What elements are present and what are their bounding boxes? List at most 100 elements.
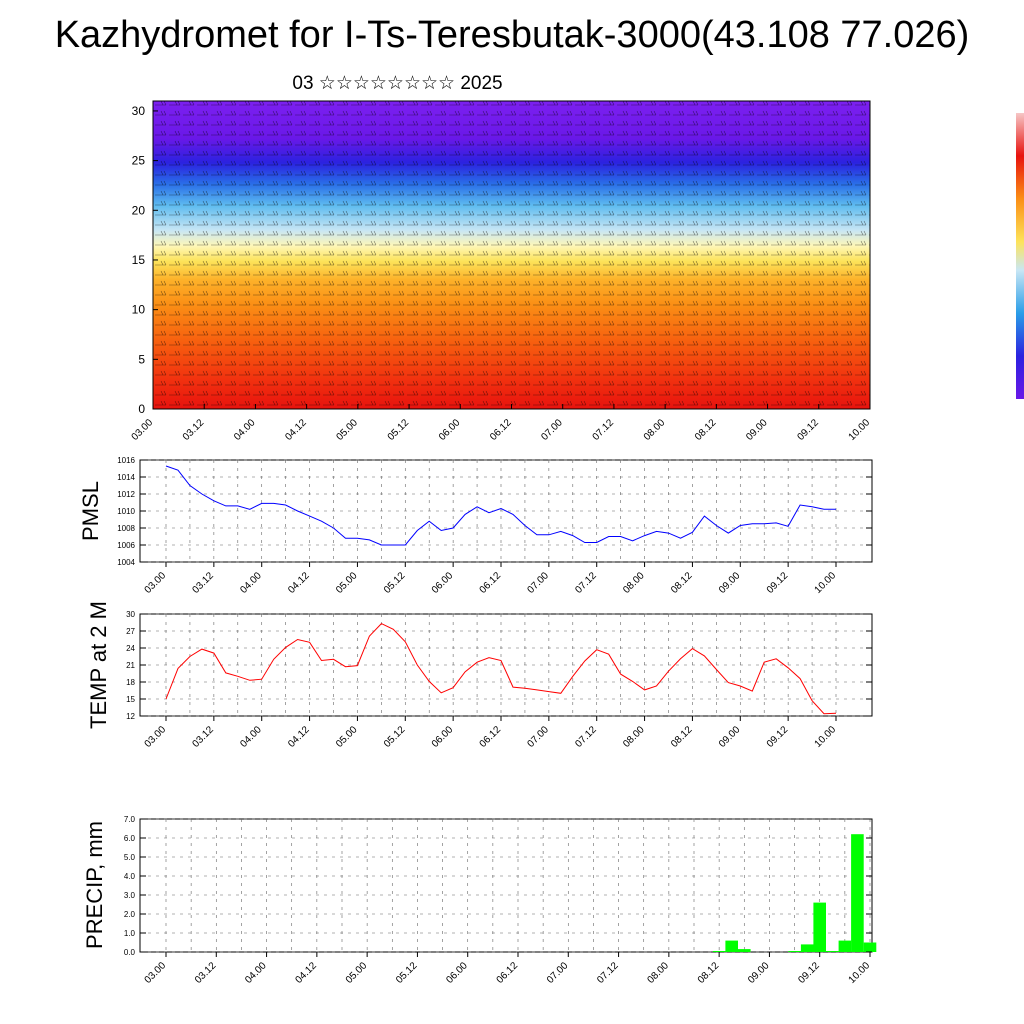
x-tick-label: 07.12 (573, 724, 599, 750)
x-tick-label: 05.00 (334, 570, 360, 596)
x-tick-label: 03.00 (143, 960, 169, 986)
x-tick-label: 04.12 (286, 724, 312, 750)
y-tick-label: 21 (126, 661, 135, 670)
y-tick-label: 30 (126, 610, 135, 619)
y-tick-label: 6.0 (124, 834, 136, 843)
x-tick-label: 05.00 (334, 724, 360, 750)
precip-y-axis: 0.0 1.0 2.0 3.0 4.0 5.0 6.0 7.0 (124, 815, 872, 957)
precip-bar (838, 940, 852, 952)
x-tick-label: 09.00 (717, 724, 743, 750)
pmsl-grid (140, 459, 872, 563)
precip-bar (826, 951, 839, 952)
x-tick-label: 03.00 (143, 724, 169, 750)
temp-axis-label: TEMP at 2 M (86, 601, 111, 729)
x-tick-label: 08.00 (621, 570, 647, 596)
y-tick-label: 4.0 (124, 872, 136, 881)
x-tick-label: 04.00 (238, 570, 264, 596)
temp-series-line (165, 622, 837, 715)
x-tick-label: 06.12 (478, 724, 504, 750)
x-tick-label: 09.00 (746, 960, 772, 986)
x-tick-label: 06.00 (430, 570, 456, 596)
colorbar (1016, 113, 1024, 399)
x-tick-label: 05.12 (386, 417, 412, 443)
y-tick-label: 1014 (117, 473, 135, 482)
y-tick-label: 3.0 (124, 891, 136, 900)
precip-axis-label: PRECIP, mm (82, 821, 107, 949)
x-tick-label: 09.12 (765, 724, 791, 750)
x-tick-label: 05.12 (382, 724, 408, 750)
x-tick-label: 06.00 (430, 724, 456, 750)
precip-bar (813, 902, 826, 952)
pmsl-y-axis: 1004 1006 1008 1010 1012 1014 1016 (117, 456, 872, 567)
x-tick-label: 08.00 (646, 960, 672, 986)
y-tick-label: 20 (132, 203, 146, 217)
chart-subtitle: 03 ☆☆☆☆☆☆☆☆ 2025 (292, 73, 503, 94)
wind-barbs (153, 101, 870, 409)
x-tick-label: 10.00 (847, 960, 873, 986)
x-tick-label: 04.00 (238, 724, 264, 750)
x-tick-label: 08.00 (621, 724, 647, 750)
x-tick-label: 07.00 (526, 570, 552, 596)
x-tick-label: 03.00 (143, 570, 169, 596)
x-tick-label: 09.00 (717, 570, 743, 596)
x-tick-label: 04.12 (283, 417, 309, 443)
y-tick-label: 15 (126, 695, 135, 704)
precip-grid (140, 818, 872, 953)
x-tick-label: 07.12 (573, 570, 599, 596)
x-tick-label: 06.12 (488, 417, 514, 443)
x-tick-label: 07.00 (545, 960, 571, 986)
chart-title: Kazhydromet for I-Ts-Teresbutak-3000(43.… (54, 14, 970, 56)
x-tick-label: 10.00 (813, 570, 839, 596)
x-tick-label: 03.12 (193, 960, 219, 986)
pmsl-x-axis: 03.00 03.12 04.00 04.12 05.00 05.12 06.00 06.12… (143, 562, 839, 596)
x-tick-label: 05.00 (335, 417, 361, 443)
y-tick-label: 1016 (117, 456, 135, 465)
x-tick-label: 03.00 (130, 417, 156, 443)
heatmap-panel: 0 5 10 15 20 25 30 03.00 03.12 04.00 04.12 05.00 05… (130, 100, 872, 443)
y-tick-label: 1.0 (124, 929, 136, 938)
precip-bar (725, 940, 738, 952)
x-tick-label: 07.00 (526, 724, 552, 750)
y-tick-label: 0.0 (124, 948, 136, 957)
y-tick-label: 15 (132, 253, 146, 267)
precip-panel: 0.0 1.0 2.0 3.0 4.0 5.0 6.0 7.0 03.00 03.12 04.00… (82, 815, 877, 986)
x-tick-label: 09.12 (796, 960, 822, 986)
x-tick-label: 08.12 (693, 417, 719, 443)
x-tick-label: 04.12 (294, 960, 320, 986)
temp-panel: 12 15 18 21 24 27 30 03.00 03.12 04.00 04.12 05.00… (86, 601, 873, 750)
y-tick-label: 2.0 (124, 910, 136, 919)
x-tick-label: 05.00 (344, 960, 370, 986)
precip-bar (738, 949, 751, 952)
temp-y-axis: 12 15 18 21 24 27 30 (126, 610, 872, 721)
x-tick-label: 04.00 (243, 960, 269, 986)
x-tick-label: 03.12 (191, 724, 217, 750)
precip-bar (863, 942, 877, 952)
precip-bar (712, 951, 726, 952)
y-tick-label: 0 (138, 402, 145, 416)
temp-grid (140, 613, 872, 717)
precip-bar (851, 834, 864, 952)
precip-frame (139, 818, 873, 953)
y-tick-label: 10 (132, 303, 146, 317)
x-tick-label: 09.00 (744, 417, 770, 443)
heatmap-x-axis: 03.00 03.12 04.00 04.12 05.00 05.12 06.00 06.12… (130, 404, 872, 443)
x-tick-label: 03.12 (181, 417, 207, 443)
y-tick-label: 1008 (117, 524, 135, 533)
x-tick-label: 08.12 (696, 960, 722, 986)
x-tick-label: 09.12 (765, 570, 791, 596)
y-tick-label: 1006 (117, 541, 135, 550)
pmsl-series-line (165, 465, 836, 546)
y-tick-label: 7.0 (124, 815, 136, 824)
precip-bar (788, 951, 801, 952)
temp-frame (139, 613, 873, 717)
x-tick-label: 08.00 (642, 417, 668, 443)
y-tick-label: 1004 (117, 558, 135, 567)
x-tick-label: 07.00 (539, 417, 565, 443)
y-tick-label: 30 (132, 104, 146, 118)
x-tick-label: 10.00 (813, 724, 839, 750)
precip-bars (712, 834, 877, 952)
x-tick-label: 06.12 (495, 960, 521, 986)
y-tick-label: 27 (126, 627, 135, 636)
